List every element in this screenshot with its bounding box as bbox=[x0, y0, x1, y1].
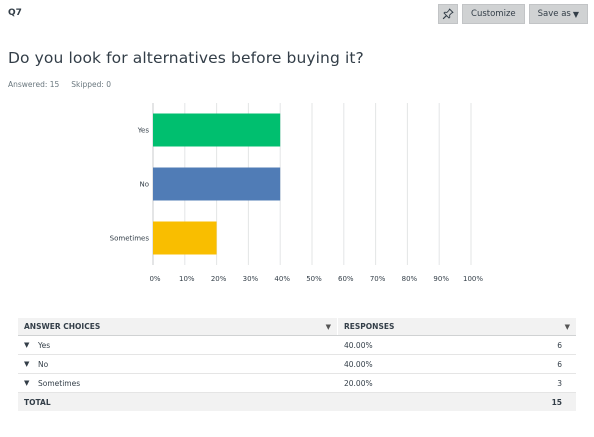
response-cell: 40.00% 6 bbox=[338, 341, 576, 350]
responses-table: ANSWER CHOICES ▼ RESPONSES ▼ ▼ Yes 40.00% 6… bbox=[18, 318, 576, 411]
responses-header[interactable]: RESPONSES ▼ bbox=[344, 322, 570, 331]
expand-caret-icon[interactable]: ▼ bbox=[24, 360, 30, 368]
response-percent: 20.00% bbox=[344, 378, 373, 388]
response-cell: 40.00% 6 bbox=[338, 360, 576, 369]
answer-choice-cell: ▼ No bbox=[18, 360, 338, 369]
response-count: 6 bbox=[557, 340, 562, 350]
customize-button[interactable]: Customize bbox=[462, 4, 525, 24]
response-percent: 40.00% bbox=[344, 340, 373, 350]
x-tick-label: 70% bbox=[370, 275, 386, 283]
table-row: ▼ No 40.00% 6 bbox=[18, 355, 576, 374]
answer-choice-label: Sometimes bbox=[38, 378, 81, 388]
x-tick-label: 30% bbox=[243, 275, 259, 283]
pin-icon bbox=[442, 8, 454, 20]
bar bbox=[153, 113, 281, 147]
expand-caret-icon[interactable]: ▼ bbox=[24, 379, 30, 387]
question-number: Q7 bbox=[8, 8, 22, 18]
save-as-button[interactable]: Save as ▼ bbox=[528, 4, 588, 24]
save-as-label: Save as bbox=[537, 9, 571, 19]
x-tick-label: 100% bbox=[463, 275, 483, 283]
response-count: 3 bbox=[557, 378, 562, 388]
bar bbox=[153, 167, 281, 201]
sort-caret-icon[interactable]: ▼ bbox=[564, 322, 570, 331]
skipped-count: Skipped: 0 bbox=[71, 80, 112, 89]
sort-caret-icon[interactable]: ▼ bbox=[325, 322, 331, 331]
x-tick-label: 0% bbox=[149, 275, 160, 283]
table-row: ▼ Yes 40.00% 6 bbox=[18, 336, 576, 355]
total-label: TOTAL bbox=[24, 397, 51, 407]
response-percent: 40.00% bbox=[344, 359, 373, 369]
x-tick-label: 60% bbox=[338, 275, 354, 283]
table-header: ANSWER CHOICES ▼ RESPONSES ▼ bbox=[18, 318, 576, 336]
expand-caret-icon[interactable]: ▼ bbox=[24, 341, 30, 349]
table-row: ▼ Sometimes 20.00% 3 bbox=[18, 374, 576, 393]
x-tick-label: 90% bbox=[433, 275, 449, 283]
bar bbox=[153, 221, 217, 255]
y-category-label: Sometimes bbox=[110, 235, 150, 243]
answered-count: Answered: 15 bbox=[8, 80, 60, 89]
answer-choice-cell: ▼ Sometimes bbox=[18, 379, 338, 388]
table-body: ▼ Yes 40.00% 6 ▼ No 40.00% 6 ▼ Sometimes 20.00% 3 bbox=[18, 336, 576, 393]
total-value: 15 bbox=[551, 397, 562, 407]
pin-button[interactable] bbox=[438, 4, 459, 24]
question-title: Do you look for alternatives before buyi… bbox=[8, 49, 364, 67]
x-tick-label: 40% bbox=[274, 275, 290, 283]
response-cell: 20.00% 3 bbox=[338, 379, 576, 388]
caret-down-icon: ▼ bbox=[572, 9, 579, 19]
answer-choice-label: No bbox=[38, 359, 49, 369]
bar-chart: 0% 10% 20% 30% 40% 50% 60% 70% 80% 90% 100% Yes No So… bbox=[110, 103, 483, 283]
answer-choices-header[interactable]: ANSWER CHOICES ▼ bbox=[18, 318, 338, 335]
y-category-label: No bbox=[139, 181, 149, 189]
response-count: 6 bbox=[557, 359, 562, 369]
table-total-row: TOTAL 15 bbox=[18, 393, 576, 411]
x-tick-label: 10% bbox=[179, 275, 195, 283]
x-tick-label: 20% bbox=[211, 275, 227, 283]
response-stats: Answered: 15 Skipped: 0 bbox=[8, 80, 111, 89]
answer-choice-label: Yes bbox=[38, 340, 51, 350]
x-tick-label: 50% bbox=[306, 275, 322, 283]
answer-choice-cell: ▼ Yes bbox=[18, 341, 338, 350]
question-toolbar: Customize Save as ▼ bbox=[438, 4, 588, 24]
y-category-label: Yes bbox=[137, 127, 150, 135]
x-tick-label: 80% bbox=[402, 275, 418, 283]
